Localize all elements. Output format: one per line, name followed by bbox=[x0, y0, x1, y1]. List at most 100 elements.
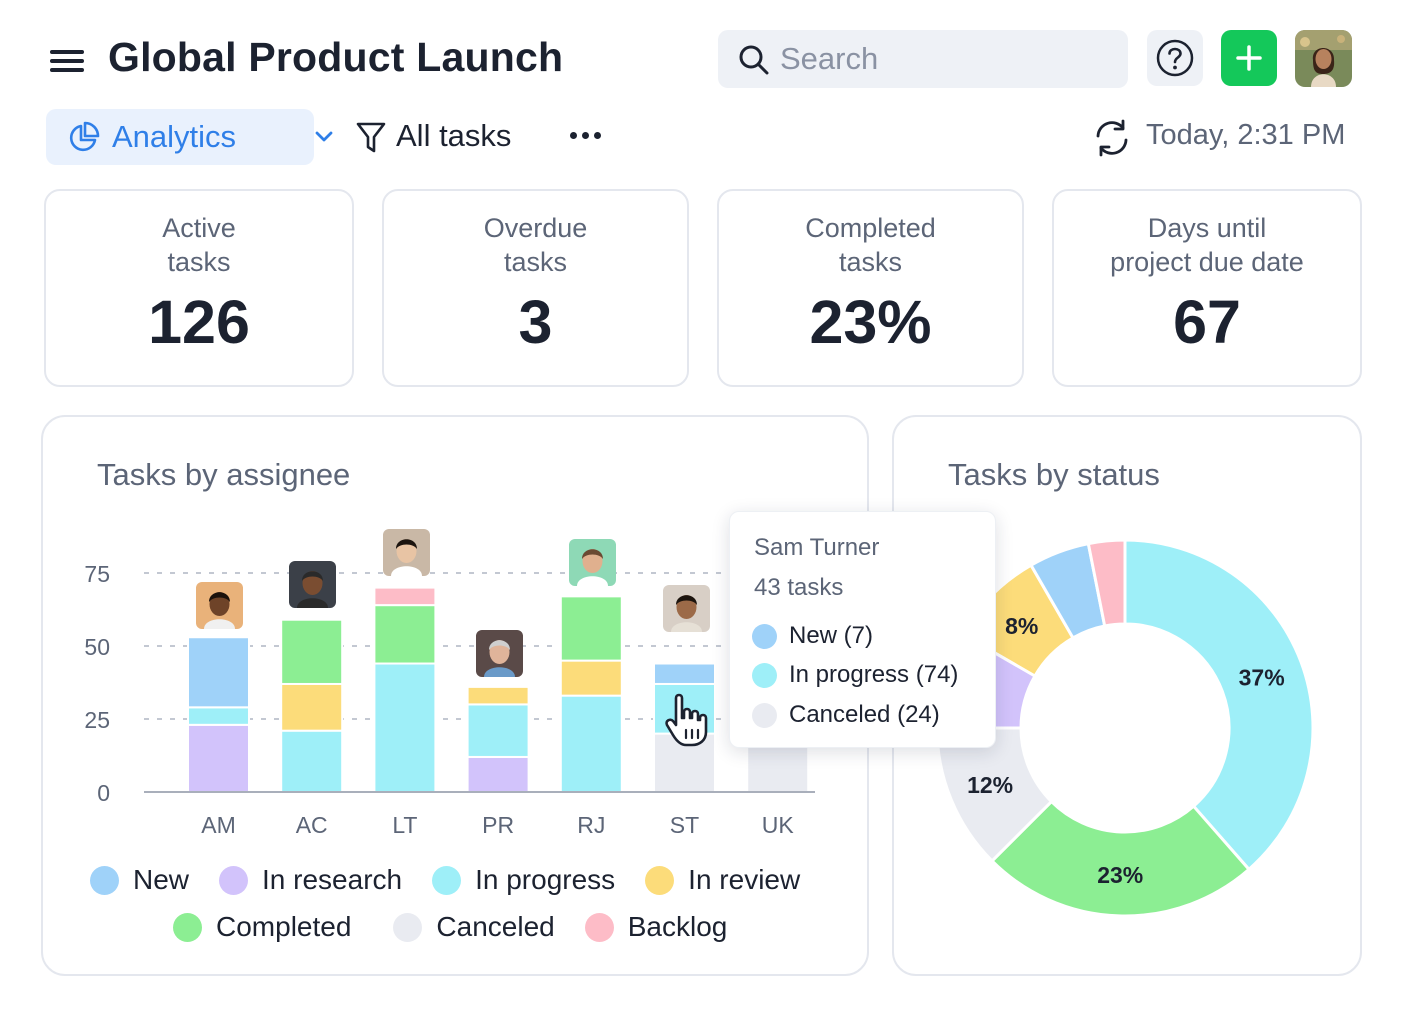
legend-item-backlog[interactable]: Backlog bbox=[584, 911, 728, 943]
kpi-label: Completed tasks bbox=[805, 213, 936, 277]
plus-icon bbox=[1236, 45, 1262, 71]
x-tick-label: UK bbox=[762, 812, 795, 838]
bar-segment[interactable] bbox=[280, 618, 344, 685]
hamburger-menu-icon[interactable] bbox=[50, 46, 86, 74]
bar-segment[interactable] bbox=[187, 636, 250, 709]
kpi-card-active-tasks: Active tasks 126 bbox=[44, 189, 354, 387]
kpi-card-overdue-tasks: Overdue tasks 3 bbox=[382, 189, 689, 387]
donut-slice-label: 8% bbox=[1005, 613, 1038, 639]
legend-swatch bbox=[645, 865, 675, 895]
view-selector[interactable]: Analytics bbox=[46, 109, 333, 165]
filter-icon bbox=[356, 122, 386, 153]
x-tick-label: AC bbox=[296, 812, 328, 838]
tooltip-swatch bbox=[752, 662, 777, 688]
legend-swatch bbox=[90, 865, 119, 895]
kpi-label: Overdue tasks bbox=[483, 213, 588, 277]
legend-item-new[interactable]: New bbox=[90, 864, 189, 896]
donut-slice-label: 37% bbox=[1239, 665, 1285, 691]
bar-segment[interactable] bbox=[559, 694, 623, 794]
bar-segment[interactable] bbox=[280, 682, 344, 732]
x-tick-label: RJ bbox=[577, 812, 605, 838]
legend-label: Canceled bbox=[436, 911, 555, 942]
search-box[interactable] bbox=[718, 30, 1128, 88]
more-options-icon[interactable] bbox=[566, 122, 606, 150]
kpi-label: Active tasks bbox=[162, 213, 236, 277]
bar-segment[interactable] bbox=[559, 659, 623, 697]
bar-segment[interactable] bbox=[466, 703, 530, 758]
tooltip-assignee-name: Sam Turner bbox=[754, 534, 880, 561]
assignee-chart-title: Tasks by assignee bbox=[97, 457, 351, 492]
legend-swatch bbox=[393, 912, 423, 942]
x-tick-label: LT bbox=[392, 812, 417, 838]
kpi-value: 67 bbox=[1173, 288, 1241, 356]
refresh-icon[interactable] bbox=[1092, 118, 1132, 158]
legend-item-in-review[interactable]: In review bbox=[645, 864, 800, 896]
legend-item-canceled[interactable]: Canceled bbox=[393, 911, 555, 943]
donut-slice[interactable] bbox=[1086, 538, 1127, 628]
legend-item-completed[interactable]: Completed bbox=[173, 911, 351, 943]
kpi-value: 126 bbox=[148, 288, 250, 356]
x-tick-label: PR bbox=[482, 812, 514, 838]
donut-slice-label: 23% bbox=[1097, 862, 1143, 888]
legend-swatch bbox=[219, 865, 249, 895]
legend-swatch bbox=[173, 912, 202, 942]
hand-cursor-icon bbox=[665, 693, 708, 747]
search-input[interactable] bbox=[780, 38, 1110, 80]
assignee-legend-row-2: Completed Canceled Backlog bbox=[173, 911, 757, 943]
tooltip-row-canceled: Canceled (24) bbox=[752, 700, 940, 730]
tooltip-label: In progress (74) bbox=[789, 661, 959, 688]
assignee-legend-row-1: New In research In progress In review bbox=[90, 864, 830, 896]
legend-swatch bbox=[432, 865, 462, 895]
tooltip-label: Canceled (24) bbox=[789, 701, 940, 728]
kpi-value: 3 bbox=[518, 288, 553, 356]
legend-label: In review bbox=[688, 864, 801, 895]
bar-segment[interactable] bbox=[187, 723, 250, 794]
tooltip-task-count: 43 tasks bbox=[754, 574, 844, 601]
legend-label: New bbox=[133, 864, 190, 895]
bar-segment[interactable] bbox=[559, 595, 623, 662]
view-selector-label: Analytics bbox=[112, 119, 237, 154]
y-tick-label: 0 bbox=[97, 780, 110, 806]
y-tick-label: 75 bbox=[84, 561, 110, 587]
legend-label: Completed bbox=[216, 911, 352, 942]
legend-item-in-progress[interactable]: In progress bbox=[432, 864, 615, 896]
bar-segment[interactable] bbox=[653, 662, 716, 685]
chevron-down-icon bbox=[315, 131, 333, 142]
legend-label: In progress bbox=[475, 864, 616, 895]
y-tick-label: 25 bbox=[84, 707, 110, 733]
bar-segment[interactable] bbox=[466, 685, 530, 706]
search-icon bbox=[739, 45, 769, 75]
kpi-card-completed-tasks: Completed tasks 23% bbox=[717, 189, 1024, 387]
legend-swatch bbox=[584, 912, 614, 942]
donut-slice[interactable] bbox=[989, 799, 1252, 918]
y-tick-label: 50 bbox=[84, 634, 110, 660]
legend-label: Backlog bbox=[627, 911, 728, 942]
tooltip-row-new: New (7) bbox=[752, 621, 873, 651]
kpi-value: 23% bbox=[809, 288, 932, 356]
legend-item-in-research[interactable]: In research bbox=[219, 864, 402, 896]
donut-slice-label: 12% bbox=[967, 772, 1013, 798]
add-button[interactable] bbox=[1221, 30, 1277, 86]
legend-label: In research bbox=[262, 864, 403, 895]
pie-chart-icon bbox=[69, 121, 100, 152]
question-mark-icon bbox=[1156, 39, 1194, 77]
header: Global Product Launch bbox=[0, 0, 1408, 180]
x-tick-label: AM bbox=[201, 812, 236, 838]
tooltip-row-in-progress: In progress (74) bbox=[752, 660, 958, 690]
tooltip-swatch bbox=[752, 623, 777, 649]
x-tick-label: ST bbox=[670, 812, 699, 838]
bar-segment[interactable] bbox=[466, 755, 530, 794]
kpi-label: Days until project due date bbox=[1110, 213, 1304, 277]
help-button[interactable] bbox=[1147, 30, 1203, 86]
bar-segment[interactable] bbox=[373, 662, 437, 794]
donut-slice[interactable] bbox=[1123, 538, 1315, 872]
tooltip-swatch bbox=[752, 702, 777, 728]
last-refresh-time: Today, 2:31 PM bbox=[1146, 119, 1346, 151]
page-title: Global Product Launch bbox=[108, 34, 564, 80]
status-chart-title: Tasks by status bbox=[948, 457, 1160, 492]
bar-segment[interactable] bbox=[373, 586, 437, 607]
tooltip-label: New (7) bbox=[789, 622, 874, 649]
user-avatar[interactable] bbox=[1295, 30, 1352, 87]
kpi-card-days-until-due: Days until project due date 67 bbox=[1052, 189, 1362, 387]
bar-tooltip: Sam Turner 43 tasks New (7) In progress … bbox=[729, 511, 996, 748]
